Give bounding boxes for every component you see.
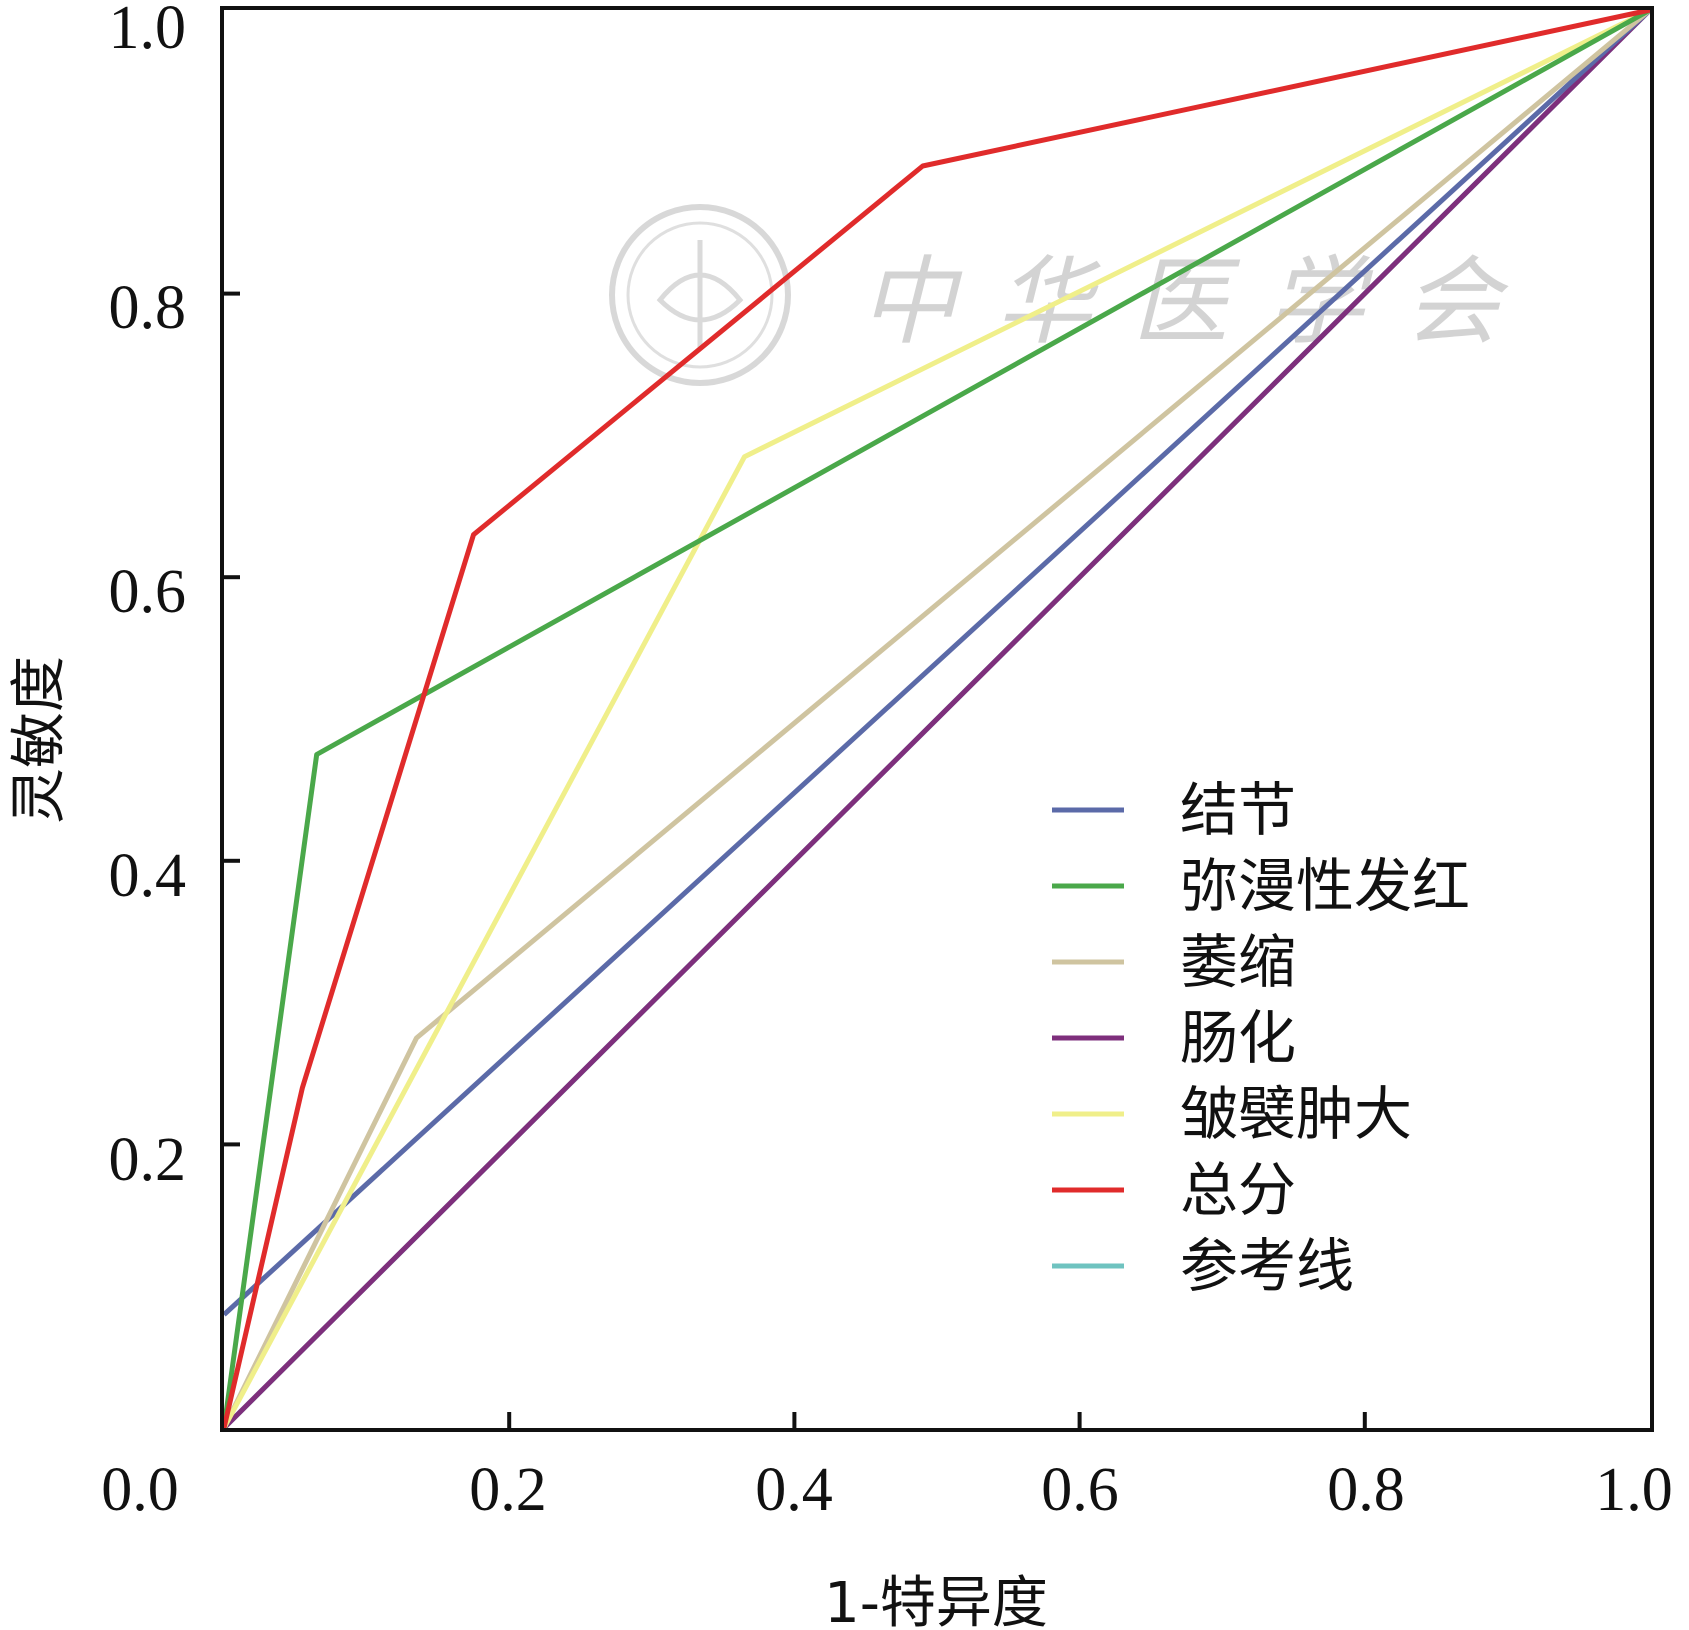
legend-label-total-score: 总分 (1180, 1156, 1296, 1224)
x-tick-1: 0.2 (469, 1456, 547, 1524)
y-tick-1: 0.4 (109, 842, 187, 910)
series-line-3 (222, 8, 1652, 1430)
ticks (224, 291, 1367, 1428)
series-line-1 (221, 7, 1652, 1429)
series-line-0 (222, 8, 1652, 1317)
legend-label-diffuse-redness: 弥漫性发红 (1180, 852, 1470, 920)
y-axis-title: 灵敏度 (7, 656, 72, 824)
series-line-4 (221, 7, 1652, 1430)
x-tick-2: 0.4 (755, 1456, 833, 1524)
legend-label-atrophy: 萎缩 (1180, 928, 1296, 996)
series-line-5 (221, 7, 1651, 1429)
x-axis-title: 1-特异度 (824, 1571, 1048, 1630)
legend-label-nodule: 结节 (1180, 776, 1296, 844)
legend: 结节 弥漫性发红 萎缩 肠化 皱襞肿大 总分 参考线 (1052, 776, 1470, 1300)
legend-label-intestinal-metaplasia: 肠化 (1180, 1004, 1296, 1072)
y-tick-3: 0.8 (109, 274, 187, 342)
y-tick-2: 0.6 (109, 558, 187, 626)
y-tick-0: 0.2 (109, 1126, 187, 1194)
x-tick-0: 0.0 (101, 1456, 179, 1524)
plot-frame (220, 6, 1654, 1432)
x-tick-4: 0.8 (1327, 1456, 1405, 1524)
watermark-seal (609, 204, 791, 386)
x-tick-5: 1.0 (1595, 1456, 1673, 1524)
plot-lines (221, 7, 1652, 1430)
y-tick-4: 1.0 (109, 0, 187, 62)
x-tick-3: 0.6 (1041, 1456, 1119, 1524)
legend-label-reference-line: 参考线 (1180, 1232, 1354, 1300)
legend-label-fold-enlargement: 皱襞肿大 (1180, 1080, 1412, 1148)
series-line-2 (221, 8, 1652, 1430)
